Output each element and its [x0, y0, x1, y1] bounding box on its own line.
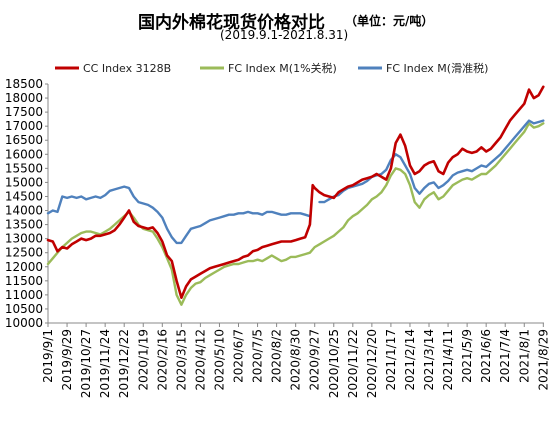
y-tick-label: 16500: [5, 133, 43, 147]
x-tick-label: 2020/4/12: [193, 329, 207, 391]
y-tick-label: 14500: [5, 189, 43, 203]
x-tick-label: 2020/5/10: [212, 329, 226, 391]
x-tick-label: 2021/6/6: [479, 329, 493, 383]
x-tick-label: 2021/1/17: [384, 329, 398, 391]
x-tick-label: 2021/8/1: [517, 329, 531, 383]
x-tick-label: 2021/4/11: [441, 329, 455, 391]
y-tick-label: 12500: [5, 246, 43, 260]
y-tick-label: 11500: [5, 274, 43, 288]
x-tick-label: 2021/5/9: [460, 329, 474, 383]
y-tick-label: 18500: [5, 77, 43, 91]
y-tick-label: 13500: [5, 218, 43, 232]
legend-label-0: CC Index 3128B: [83, 62, 171, 75]
y-tick-label: 12000: [5, 260, 43, 274]
y-tick-label: 11000: [5, 288, 43, 302]
y-tick-label: 15500: [5, 161, 43, 175]
x-tick-label: 2019/11/24: [98, 329, 112, 398]
y-tick-label: 18000: [5, 91, 43, 105]
y-tick-label: 15000: [5, 175, 43, 189]
x-tick-label: 2020/12/20: [365, 329, 379, 398]
x-tick-label: 2020/7/5: [251, 329, 265, 383]
x-tick-label: 2019/9/29: [60, 329, 74, 391]
legend-label-1: FC Index M(1%关税): [228, 61, 337, 75]
y-tick-label: 16000: [5, 147, 43, 161]
x-tick-label: 2020/6/7: [232, 329, 246, 383]
x-tick-label: 2020/1/19: [136, 329, 150, 391]
y-tick-label: 13000: [5, 232, 43, 246]
series-line-0: [46, 85, 545, 299]
x-tick-label: 2021/3/14: [422, 329, 436, 391]
x-tick-label: 2020/9/27: [308, 329, 322, 391]
axes: 1000010500110001150012000125001300013500…: [5, 77, 551, 398]
y-tick-label: 10500: [5, 302, 43, 316]
x-tick-label: 2020/3/15: [174, 329, 188, 391]
x-tick-label: 2020/11/22: [346, 329, 360, 398]
y-tick-label: 17000: [5, 119, 43, 133]
y-tick-label: 14000: [5, 204, 43, 218]
x-tick-label: 2020/10/25: [327, 329, 341, 398]
x-tick-label: 2020/8/30: [289, 329, 303, 391]
legend: CC Index 3128B FC Index M(1%关税) FC Index M…: [55, 61, 488, 75]
series-line-2: [46, 185, 312, 245]
y-tick-label: 10000: [5, 316, 43, 330]
x-tick-label: 2019/9/1: [41, 329, 55, 383]
y-tick-label: 17500: [5, 105, 43, 119]
x-tick-label: 2021/8/29: [536, 329, 550, 391]
x-tick-label: 2021/2/14: [403, 329, 417, 391]
legend-label-2: FC Index M(滑准税): [386, 61, 488, 75]
x-tick-label: 2019/10/27: [79, 329, 93, 398]
x-tick-label: 2020/8/2: [270, 329, 284, 383]
chart-title: 国内外棉花现货价格对比: [138, 13, 325, 33]
series-lines: [46, 85, 545, 306]
x-tick-label: 2019/12/22: [117, 329, 131, 398]
chart-subtitle: (2019.9.1-2021.8.31): [220, 28, 349, 42]
x-tick-label: 2020/2/16: [155, 329, 169, 391]
x-tick-label: 2021/7/4: [498, 329, 512, 383]
chart-unit-note: （单位：元/吨）: [345, 14, 434, 28]
series-line-2: [318, 119, 545, 204]
